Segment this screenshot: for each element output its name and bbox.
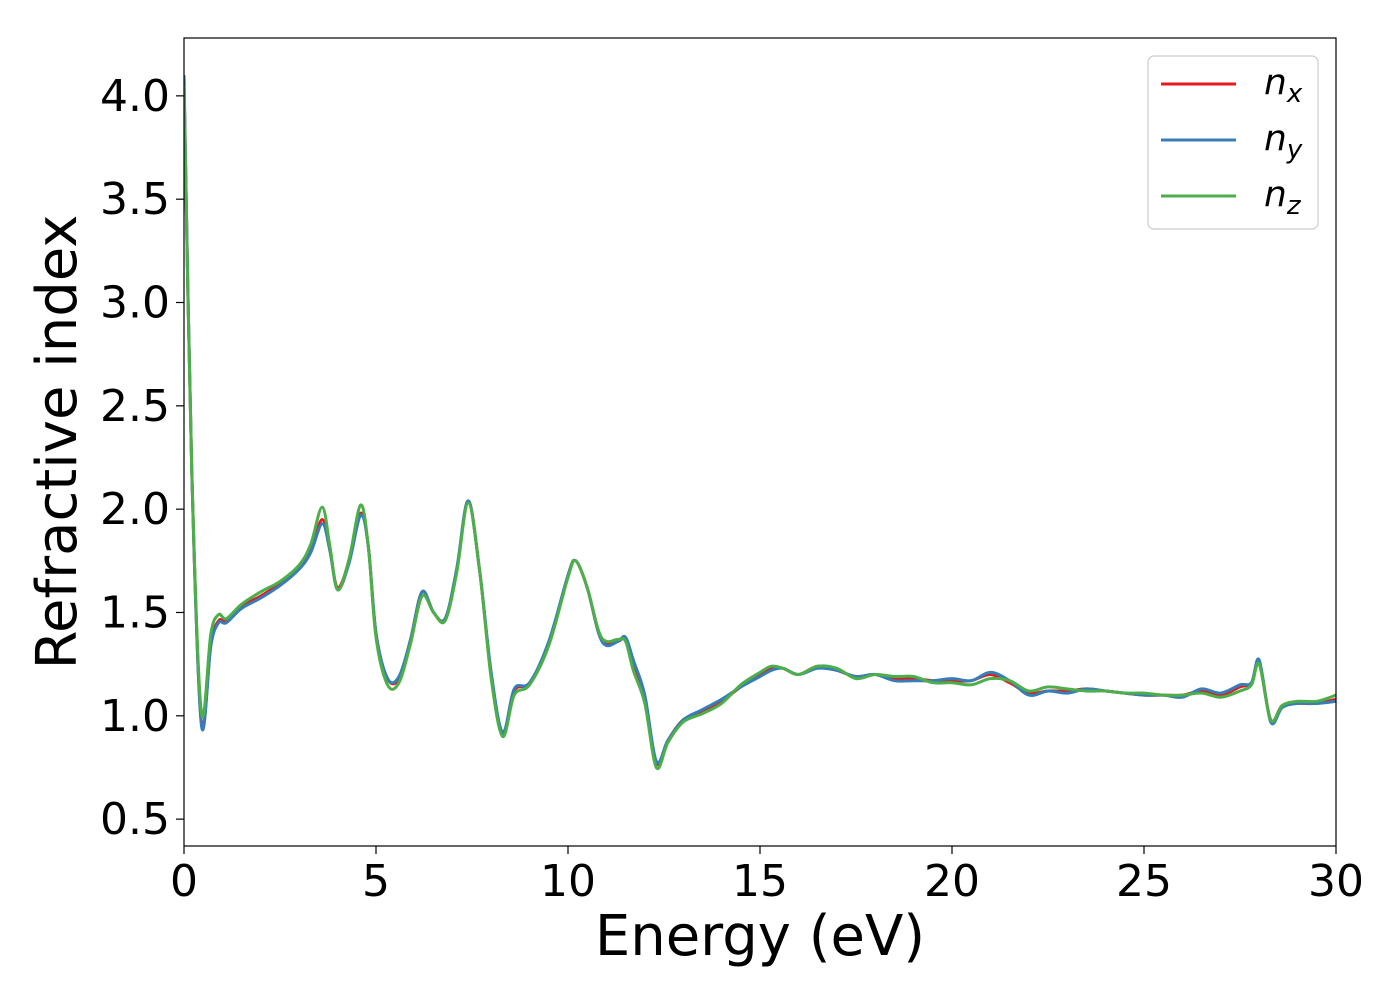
x-tick-label: 10 [540,856,596,907]
y-tick-label: 3.5 [100,174,170,225]
x-tick-label: 25 [1116,856,1172,907]
x-tick-label: 5 [362,856,390,907]
legend-box [1147,55,1319,230]
legend-label-z: nz [1264,174,1302,221]
x-axis-title: Energy (eV) [595,904,925,969]
y-tick-label: 1.0 [100,691,170,742]
x-tick-label: 30 [1308,856,1364,907]
y-tick-label: 2.5 [100,381,170,432]
x-tick-label: 20 [924,856,980,907]
y-tick-label: 0.5 [100,794,170,845]
x-tick-label: 0 [170,856,198,907]
y-tick-label: 1.5 [100,587,170,638]
legend-label-y: ny [1264,118,1303,165]
y-tick-label: 2.0 [100,484,170,535]
x-tick-label: 15 [732,856,788,907]
x-axis: 0 5 10 15 20 25 30 [170,846,1364,907]
y-axis: 0.5 1.0 1.5 2.0 2.5 3.0 3.5 4.0 [100,71,184,845]
legend-label-x: nx [1264,62,1303,109]
series-line-n-z [184,85,1336,771]
y-tick-label: 3.0 [100,278,170,329]
y-axis-title: Refractive index [25,215,90,670]
y-tick-label: 4.0 [100,71,170,122]
legend: nx ny nz [1147,55,1319,230]
series-layer [184,75,1336,771]
